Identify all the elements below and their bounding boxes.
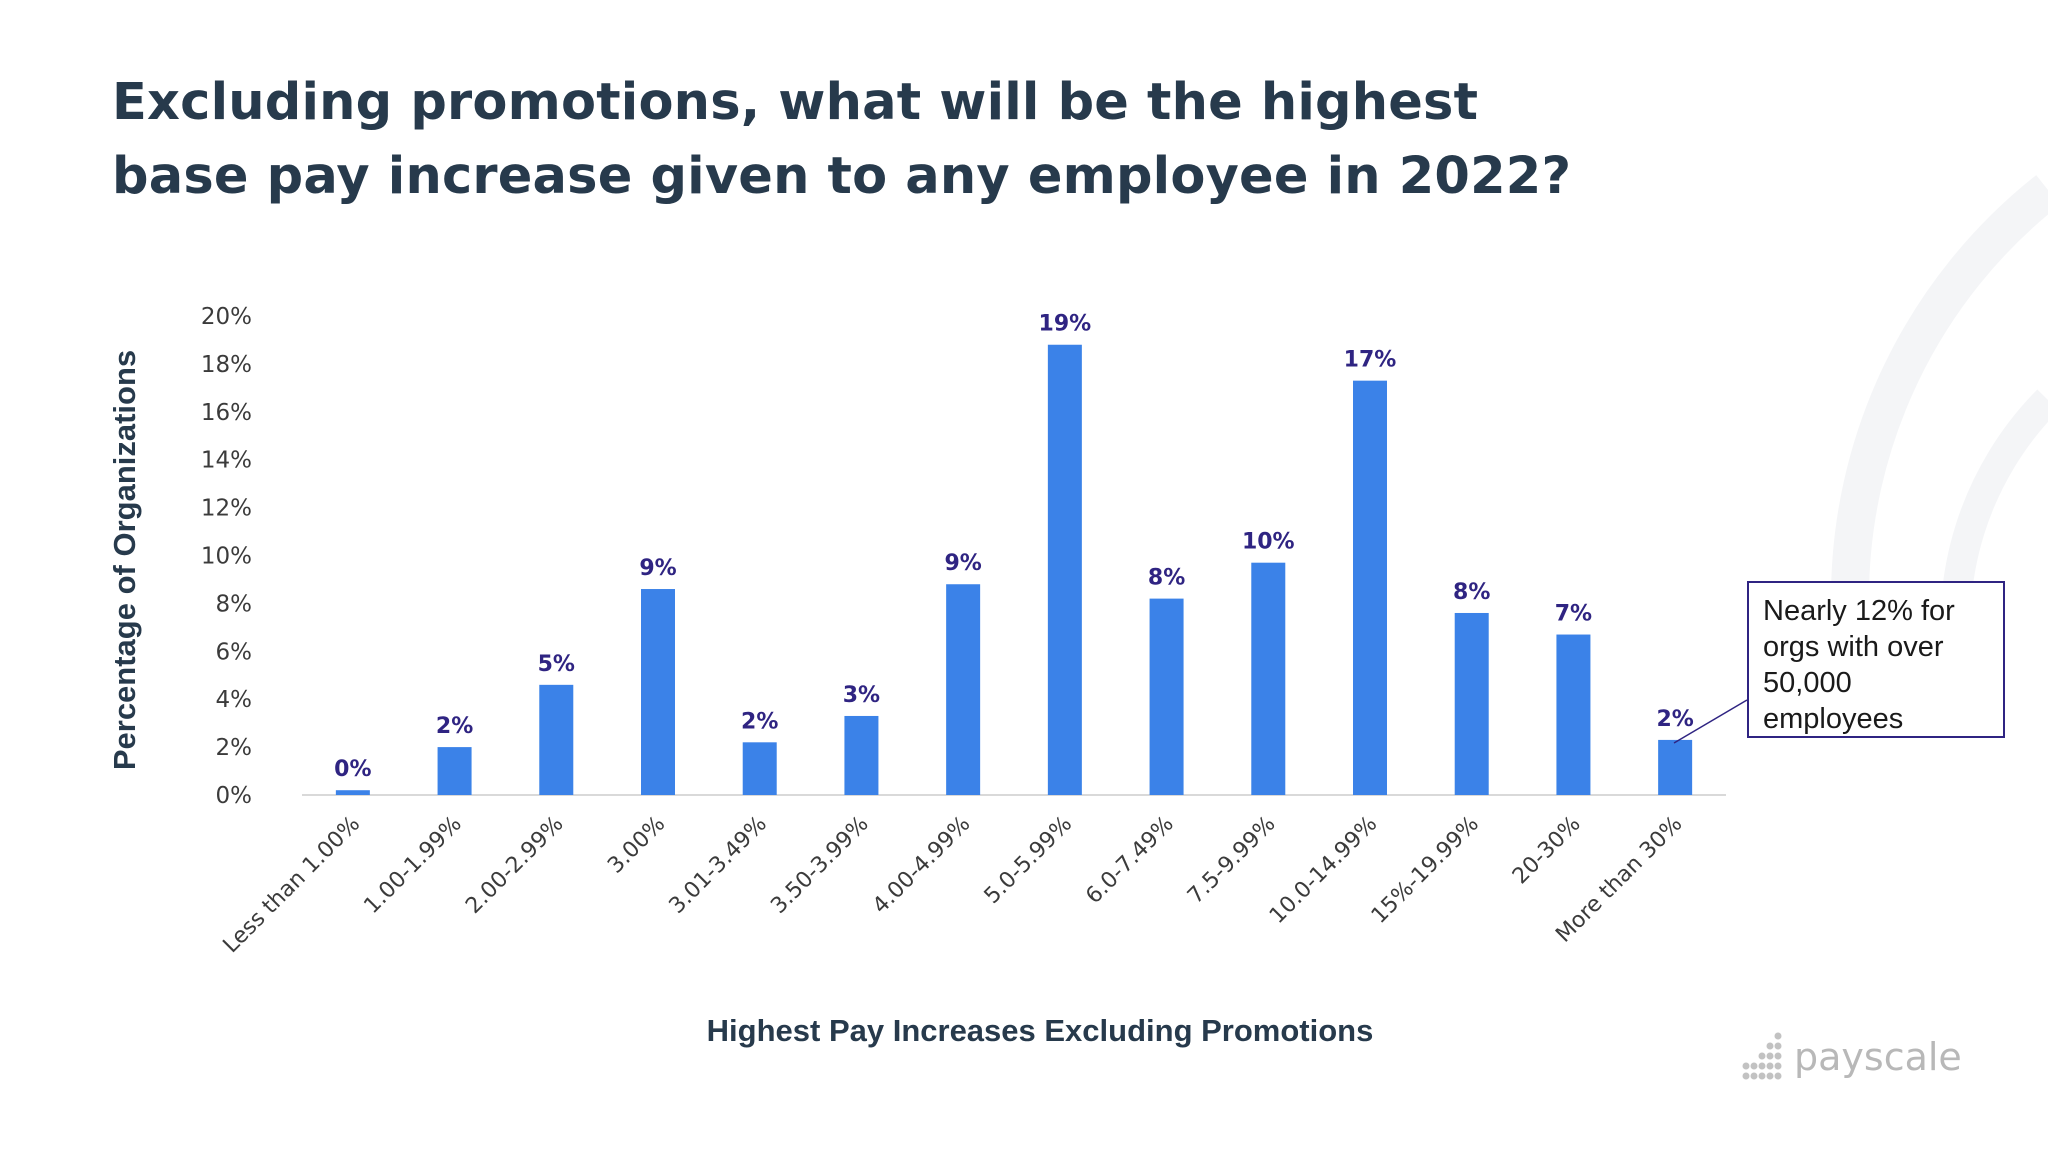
y-tick-label: 2% <box>216 735 253 761</box>
payscale-dots-icon <box>1742 1032 1782 1080</box>
bar <box>1149 598 1184 795</box>
x-tick-label: 6.0-7.49% <box>1081 812 1178 909</box>
y-tick-label: 12% <box>201 496 252 522</box>
bar <box>742 742 777 795</box>
data-label: 0% <box>334 757 371 782</box>
x-tick-label: 15%-19.99% <box>1367 812 1484 929</box>
x-axis-categories: Less than 1.00%1.00-1.99%2.00-2.99% 3.00%… <box>219 812 1688 959</box>
payscale-logo: payscale <box>1742 1030 1962 1084</box>
bar <box>844 715 879 795</box>
data-label: 3% <box>843 683 880 708</box>
bar <box>1353 380 1387 795</box>
bar <box>946 584 981 795</box>
logo-text: payscale <box>1794 1035 1962 1079</box>
data-label: 8% <box>1453 580 1490 605</box>
x-tick-label: 4.00-4.99% <box>868 812 975 919</box>
data-label: 2% <box>741 709 778 734</box>
x-axis-label: Highest Pay Increases Excluding Promotio… <box>706 1013 1374 1048</box>
y-tick-label: 20% <box>201 304 252 330</box>
data-label: 10% <box>1242 530 1295 555</box>
data-label: 17% <box>1344 348 1397 373</box>
y-tick-label: 16% <box>201 400 252 426</box>
x-tick-label: 3.01-3.49% <box>665 812 772 919</box>
data-labels: 0% 2% 5% 9% 2% 3% 9% 19% 8% 10% 17% 8% 7% 2% <box>334 312 1694 782</box>
data-label: 7% <box>1555 602 1592 627</box>
x-tick-label: 10.0-14.99% <box>1265 812 1382 929</box>
data-label: 9% <box>944 551 981 576</box>
bar <box>1556 634 1591 795</box>
x-tick-label: 20-30% <box>1508 812 1586 890</box>
page-title: Excluding promotions, what will be the h… <box>112 73 1572 206</box>
x-tick-label: 3.00% <box>603 812 670 879</box>
x-tick-label: 2.00-2.99% <box>461 812 568 919</box>
bars <box>335 344 1693 795</box>
y-axis-ticks: 0% 2% 4% 6% 8% 10% 12% 14% 16% 18% 20% <box>201 304 252 809</box>
y-tick-label: 8% <box>216 591 253 617</box>
bar <box>1658 739 1693 795</box>
bar <box>641 589 675 795</box>
data-label: 9% <box>639 556 676 581</box>
y-tick-label: 0% <box>216 783 253 809</box>
data-label: 19% <box>1039 312 1092 337</box>
bar <box>539 684 574 795</box>
bar <box>1047 344 1082 795</box>
callout-leader-line <box>1673 699 1748 744</box>
x-tick-label: 7.5-9.99% <box>1183 812 1280 909</box>
y-tick-label: 14% <box>201 448 252 474</box>
y-tick-label: 10% <box>201 544 252 570</box>
bar <box>437 747 472 795</box>
bar <box>1454 612 1489 795</box>
bar <box>335 790 370 795</box>
data-label: 2% <box>436 714 473 739</box>
data-label: 5% <box>538 652 575 677</box>
x-tick-label: 1.00-1.99% <box>359 812 466 919</box>
data-label: 2% <box>1656 707 1693 732</box>
y-tick-label: 18% <box>201 352 252 378</box>
callout-note: Nearly 12% for orgs with over 50,000 emp… <box>1747 581 2005 738</box>
y-tick-label: 4% <box>216 687 253 713</box>
y-tick-label: 6% <box>216 639 253 665</box>
x-tick-label: Less than 1.00% <box>219 812 366 959</box>
bar <box>1251 562 1286 795</box>
data-label: 8% <box>1148 566 1185 591</box>
x-tick-label: 5.0-5.99% <box>980 812 1077 909</box>
x-tick-label: 3.50-3.99% <box>766 812 873 919</box>
